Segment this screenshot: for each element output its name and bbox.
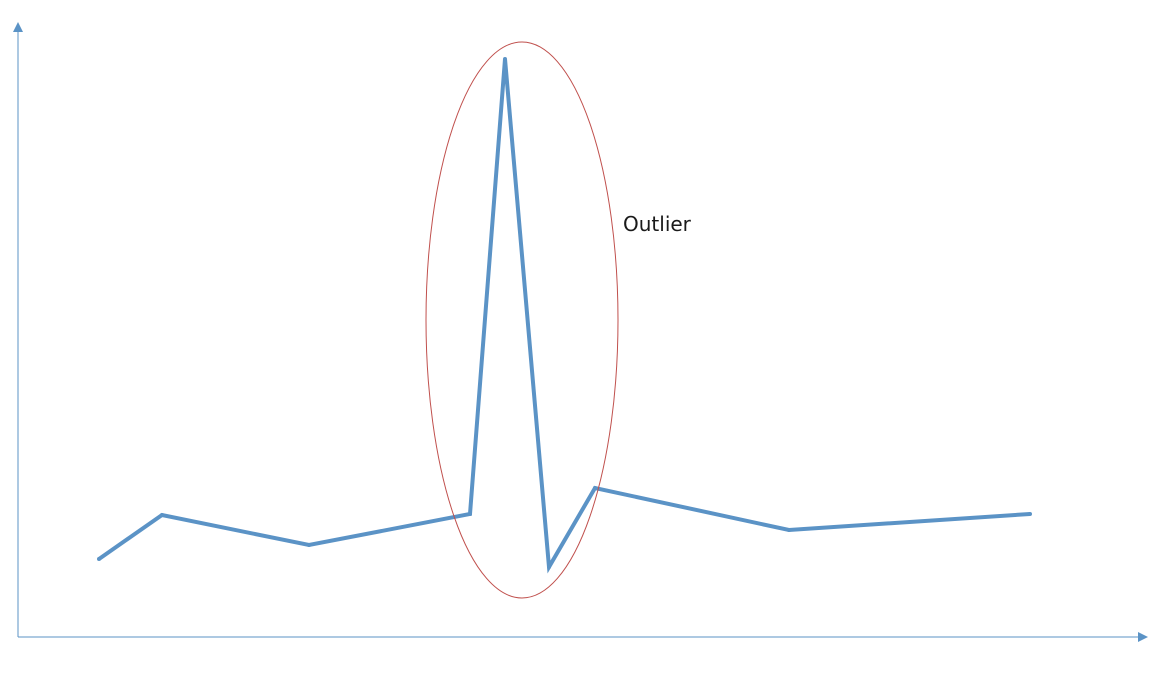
data-point-6 bbox=[593, 486, 597, 490]
data-point-5 bbox=[547, 565, 551, 569]
outlier-ellipse bbox=[425, 41, 619, 599]
data-point-1 bbox=[160, 513, 164, 517]
annotation-layer: Outlier bbox=[425, 41, 692, 599]
data-point-3 bbox=[468, 512, 472, 516]
outlier-label: Outlier bbox=[623, 212, 692, 236]
data-point-4 bbox=[503, 57, 507, 61]
data-point-8 bbox=[1028, 512, 1032, 516]
data-point-0 bbox=[97, 557, 101, 561]
data-point-2 bbox=[307, 543, 311, 547]
series-layer bbox=[97, 57, 1032, 574]
data-point-7 bbox=[787, 528, 791, 532]
series-line-0 bbox=[97, 58, 1031, 574]
